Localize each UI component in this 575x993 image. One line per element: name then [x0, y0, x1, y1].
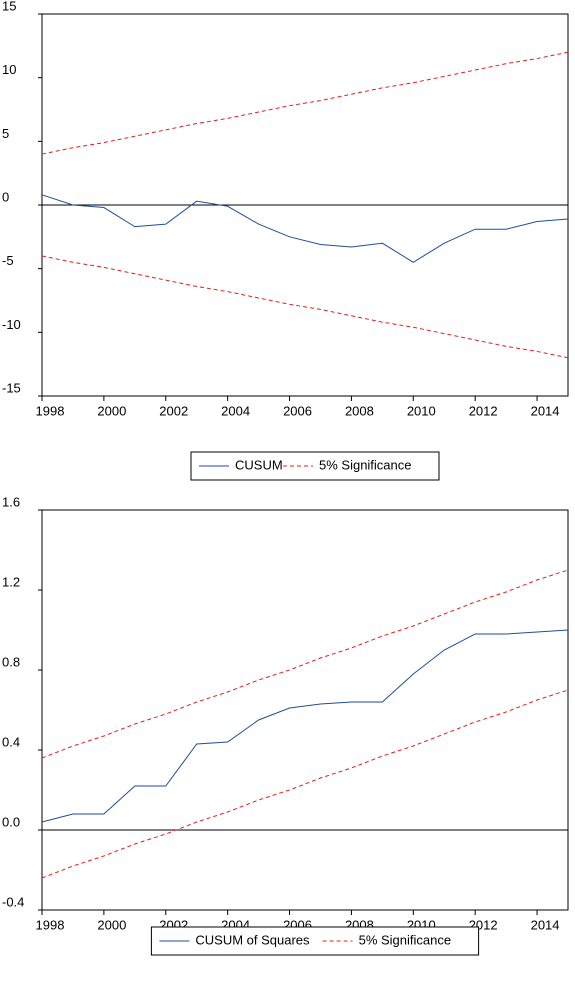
x-tick-label: 2000: [97, 917, 126, 932]
y-tick-label: 0.4: [2, 734, 20, 749]
x-tick-label: 1998: [36, 403, 65, 418]
y-tick-label: 1.2: [2, 574, 20, 589]
y-tick-label: 5: [2, 126, 9, 141]
x-tick-label: 1998: [36, 917, 65, 932]
x-tick-label: 2012: [469, 403, 498, 418]
x-tick-label: 2006: [283, 403, 312, 418]
y-tick-label: 10: [2, 62, 16, 77]
y-tick-label: 1.6: [2, 494, 20, 509]
x-tick-label: 2004: [221, 403, 250, 418]
legend-label: 5% Significance: [359, 932, 452, 947]
y-tick-label: 0.8: [2, 654, 20, 669]
series-line: [41, 51, 569, 155]
x-tick-label: 2002: [159, 403, 188, 418]
legend-label: CUSUM of Squares: [195, 932, 310, 947]
x-tick-label: 2014: [531, 917, 560, 932]
plot-frame: [41, 509, 569, 911]
x-tick-label: 2000: [97, 403, 126, 418]
legend-box: [190, 451, 440, 481]
y-tick-label: -10: [2, 317, 21, 332]
series-line: [41, 569, 569, 759]
y-tick-label: -0.4: [2, 894, 24, 909]
x-tick-label: 2008: [345, 403, 374, 418]
series-line: [41, 194, 569, 263]
series-line: [41, 255, 569, 359]
series-line: [41, 629, 569, 823]
series-line: [41, 689, 569, 879]
y-tick-label: 0: [2, 189, 9, 204]
x-tick-label: 2010: [407, 403, 436, 418]
legend-label: CUSUM: [235, 457, 283, 472]
legend-box: [150, 926, 480, 956]
y-tick-label: -15: [2, 380, 21, 395]
legend-label: 5% Significance: [319, 457, 412, 472]
y-tick-label: 15: [2, 0, 16, 13]
y-tick-label: 0.0: [2, 814, 20, 829]
y-tick-label: -5: [2, 253, 14, 268]
x-tick-label: 2014: [531, 403, 560, 418]
